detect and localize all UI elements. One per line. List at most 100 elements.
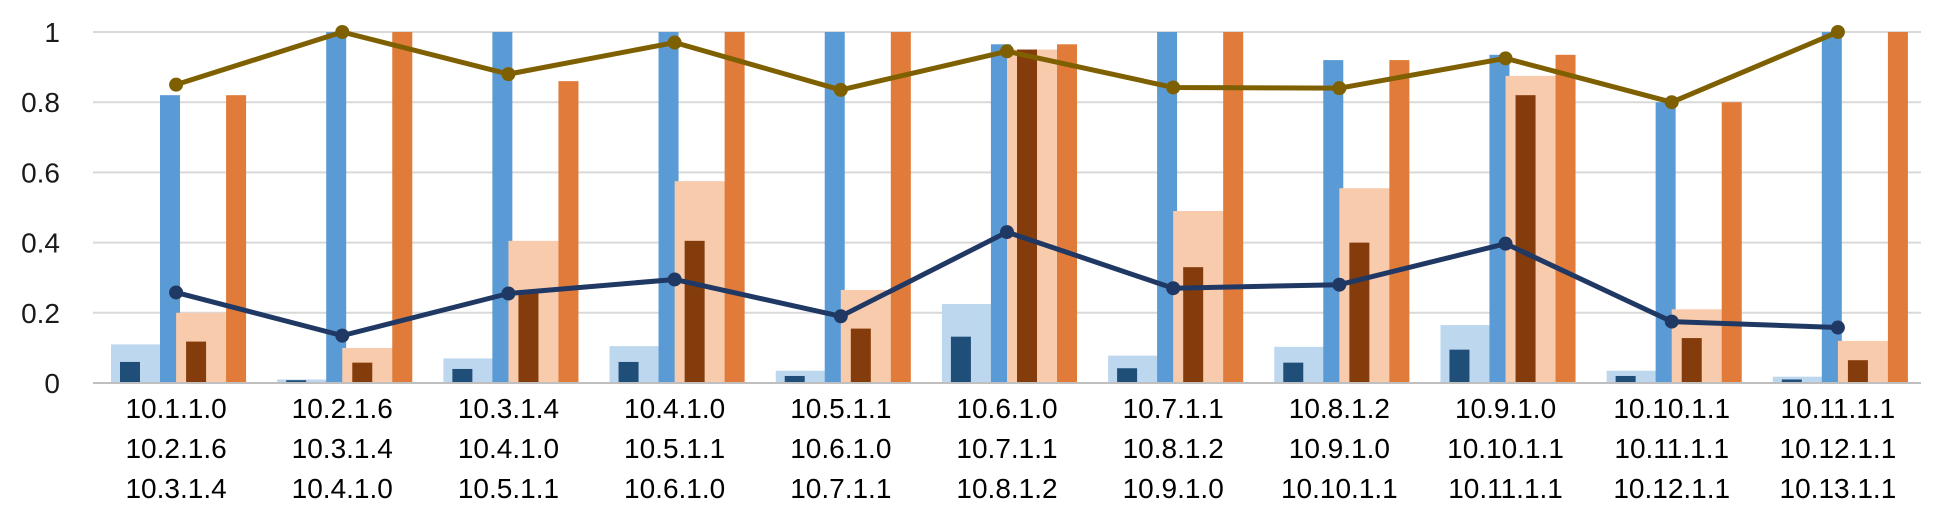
line-point-0-7 (1332, 81, 1347, 96)
bar-s5-c1 (392, 32, 413, 383)
y-tick-label-4: 0.8 (21, 87, 60, 118)
line-point-0-10 (1830, 25, 1845, 39)
line-point-0-0 (169, 77, 184, 92)
x-tick-label-3-2: 10.6.1.0 (624, 473, 725, 504)
bar-s5-c6 (1223, 32, 1244, 383)
bar-s1-c5 (950, 336, 971, 383)
x-tick-label-0-2: 10.3.1.4 (125, 473, 226, 504)
bar-s4-c3 (684, 240, 705, 383)
x-tick-label-6-0: 10.7.1.1 (1123, 393, 1224, 424)
bar-s1-c2 (452, 368, 473, 383)
line-point-0-2 (501, 67, 516, 82)
x-tick-label-10-2: 10.13.1.1 (1780, 473, 1897, 504)
bar-s1-c3 (618, 361, 639, 383)
labels: 0 0.2 0.4 0.6 0.8 1 10.1.1.0 10.2.1.6 10.3.1.4 10… (21, 17, 1896, 504)
bar-s4-c4 (850, 328, 871, 383)
x-tick-label-1-1: 10.3.1.4 (292, 433, 393, 464)
x-tick-label-10-0: 10.11.1.1 (1781, 393, 1896, 424)
bar-s5-c9 (1721, 102, 1742, 383)
bar-s4-c1 (352, 362, 373, 383)
x-tick-label-8-0: 10.9.1.0 (1455, 393, 1556, 424)
bar-s5-c2 (558, 81, 579, 383)
bar-s2-c6 (1157, 32, 1178, 383)
x-tick-label-7-0: 10.8.1.2 (1289, 393, 1390, 424)
bar-s4-c2 (518, 293, 539, 383)
x-tick-label-2-0: 10.3.1.4 (458, 393, 559, 424)
bar-s1-c6 (1117, 368, 1138, 383)
line-point-0-9 (1664, 95, 1679, 110)
x-tick-label-5-2: 10.8.1.2 (956, 473, 1057, 504)
y-tick-label-5: 1 (44, 17, 60, 48)
line-point-0-3 (667, 35, 682, 50)
bar-s4-c10 (1847, 360, 1868, 383)
x-tick-label-5-0: 10.6.1.0 (956, 393, 1057, 424)
x-tick-label-2-1: 10.4.1.0 (458, 433, 559, 464)
bar-s1-c7 (1283, 362, 1304, 383)
y-tick-label-1: 0.2 (21, 298, 60, 329)
bar-s2-c8 (1489, 54, 1510, 383)
line-point-1-3 (667, 272, 682, 287)
line-point-0-5 (1000, 44, 1014, 59)
x-tick-label-5-1: 10.7.1.1 (956, 433, 1057, 464)
x-tick-label-9-0: 10.10.1.1 (1613, 393, 1730, 424)
bar-s4-c9 (1681, 338, 1702, 383)
line-point-0-6 (1166, 80, 1181, 95)
line-point-1-6 (1166, 281, 1181, 296)
bar-s1-c8 (1449, 349, 1470, 383)
bar-s2-c3 (658, 32, 679, 383)
line-point-1-7 (1332, 277, 1347, 292)
bar-s4-c0 (186, 341, 207, 383)
x-tick-label-1-0: 10.2.1.6 (292, 393, 393, 424)
x-tick-label-2-2: 10.5.1.1 (458, 473, 559, 504)
bar-s4-c6 (1183, 267, 1204, 383)
x-tick-label-9-1: 10.11.1.1 (1614, 433, 1729, 464)
bar-s5-c0 (226, 95, 247, 384)
line-point-1-1 (335, 328, 350, 343)
line-point-1-10 (1830, 320, 1845, 335)
bar-s1-c1 (286, 380, 307, 383)
x-tick-label-7-1: 10.9.1.0 (1289, 433, 1390, 464)
line-point-1-5 (1000, 225, 1014, 240)
bar-s4-c8 (1515, 95, 1536, 384)
bars (111, 32, 1908, 384)
bar-s5-c5 (1057, 44, 1077, 383)
line-point-1-2 (501, 286, 516, 301)
x-tick-label-3-0: 10.4.1.0 (624, 393, 725, 424)
bar-s2-c4 (824, 32, 845, 383)
bar-s5-c4 (890, 32, 911, 383)
lines (169, 25, 1845, 343)
x-tick-label-0-0: 10.1.1.0 (125, 393, 226, 424)
x-tick-label-6-2: 10.9.1.0 (1123, 473, 1224, 504)
bar-s2-c7 (1323, 60, 1344, 384)
line-point-1-9 (1664, 314, 1679, 329)
line-point-0-1 (335, 25, 350, 39)
bar-s2-c10 (1821, 32, 1842, 383)
bar-s2-c0 (160, 95, 180, 384)
x-tick-label-4-1: 10.6.1.0 (790, 433, 891, 464)
bar-s2-c5 (990, 44, 1011, 383)
y-tick-label-3: 0.6 (21, 157, 60, 188)
line-point-1-0 (169, 285, 184, 300)
line-point-0-8 (1498, 51, 1513, 66)
bar-s0-c10 (1772, 376, 1833, 383)
x-tick-label-8-2: 10.11.1.1 (1448, 473, 1563, 504)
bar-s5-c7 (1389, 60, 1410, 384)
x-tick-label-7-2: 10.10.1.1 (1281, 473, 1398, 504)
x-tick-label-1-2: 10.4.1.0 (292, 473, 393, 504)
bar-s4-c5 (1017, 49, 1037, 384)
bar-s1-c10 (1781, 379, 1802, 383)
bar-s5-c8 (1555, 54, 1576, 383)
bar-s2-c1 (326, 32, 347, 383)
bar-s4-c7 (1349, 242, 1370, 383)
bar-s1-c4 (784, 375, 805, 383)
line-point-0-4 (833, 82, 848, 97)
bar-s5-c3 (724, 32, 745, 383)
x-tick-label-4-0: 10.5.1.1 (790, 393, 891, 424)
bar-s1-c9 (1615, 375, 1636, 383)
line-point-1-8 (1498, 236, 1513, 251)
bar-s0-c1 (277, 379, 338, 383)
x-tick-label-6-1: 10.8.1.2 (1123, 433, 1224, 464)
y-tick-label-2: 0.4 (21, 228, 60, 259)
